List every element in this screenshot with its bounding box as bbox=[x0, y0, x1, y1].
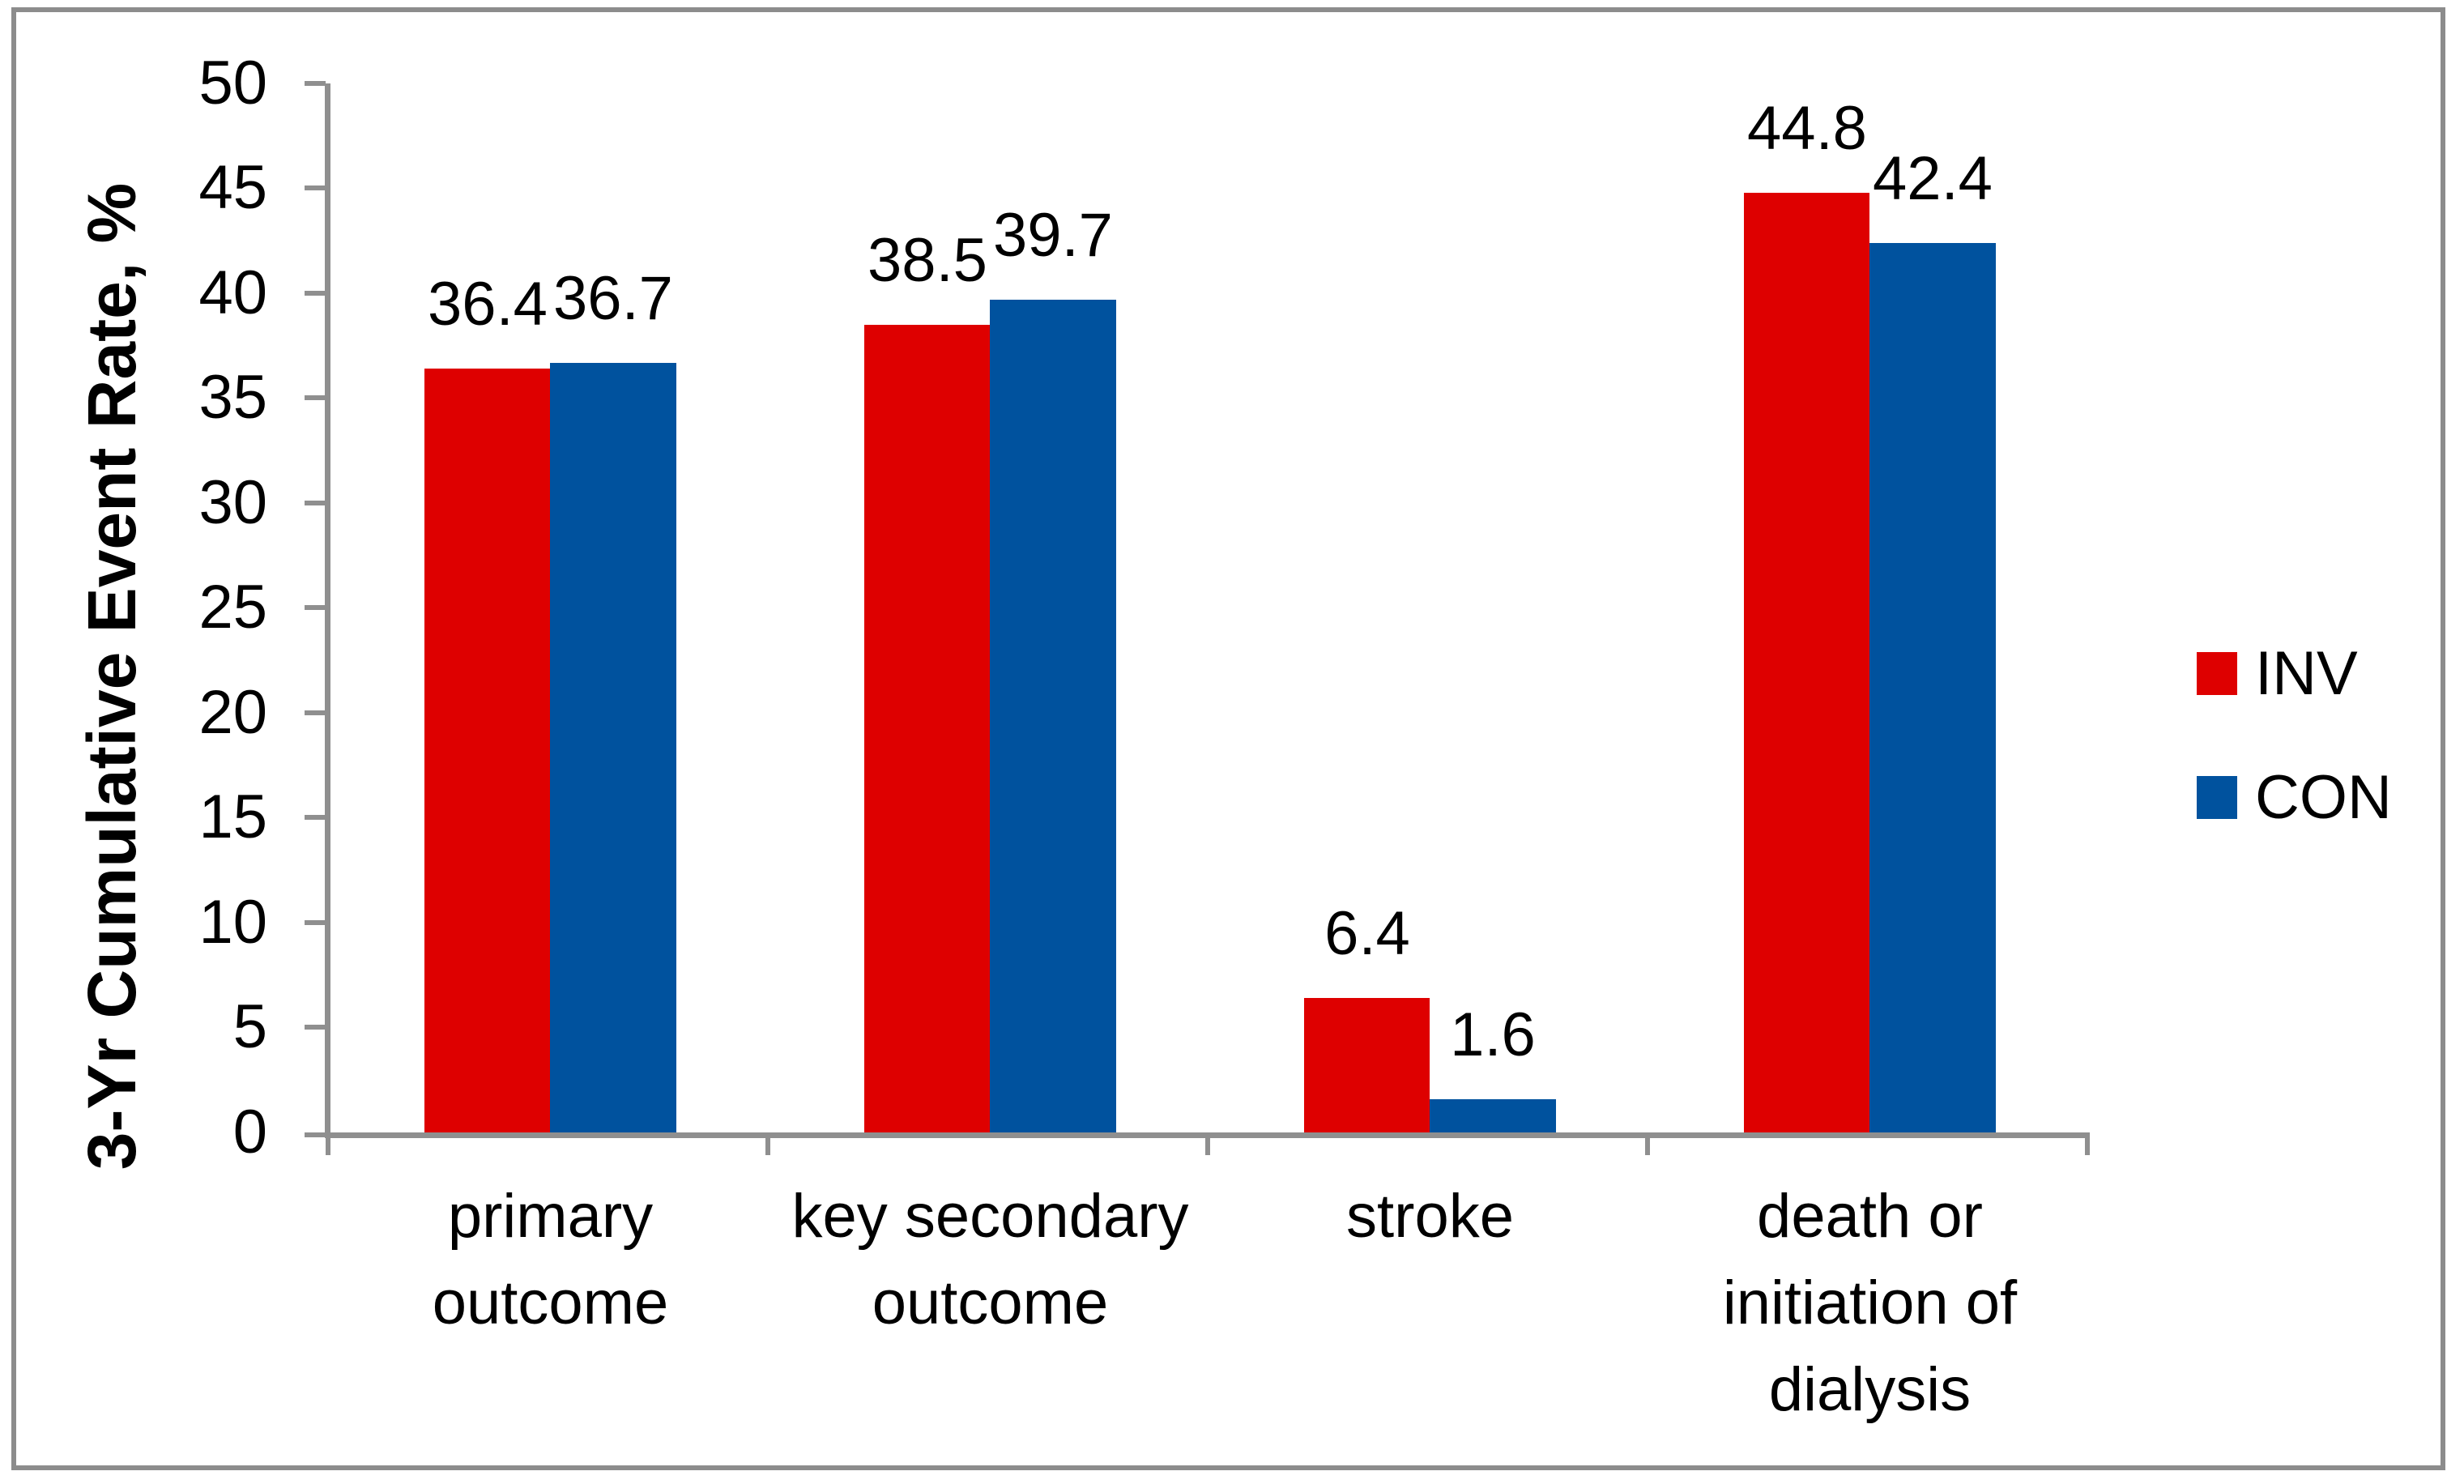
y-tick-mark bbox=[305, 81, 326, 86]
bar-con-key-secondary-outcome bbox=[990, 300, 1116, 1132]
y-tick-mark bbox=[305, 501, 326, 505]
legend-label-con: CON bbox=[2255, 762, 2392, 832]
legend-swatch-inv bbox=[2197, 652, 2237, 695]
y-tick-label: 15 bbox=[198, 783, 267, 851]
bar-inv-key-secondary-outcome bbox=[864, 325, 990, 1132]
x-category-label-line: key secondary bbox=[791, 1182, 1189, 1251]
bar-con-death-or-dialysis bbox=[1869, 243, 1996, 1132]
bar-value-label: 1.6 bbox=[1450, 1000, 1536, 1069]
chart-border bbox=[11, 7, 2445, 1470]
x-category-label-line: primary bbox=[447, 1182, 654, 1251]
x-category-label-line: stroke bbox=[1346, 1182, 1514, 1251]
bar-con-primary-outcome bbox=[550, 363, 676, 1132]
bar-value-label: 6.4 bbox=[1324, 899, 1410, 968]
x-category-label-line: outcome bbox=[432, 1269, 669, 1337]
legend: INV CON bbox=[2197, 642, 2392, 900]
x-tick-mark bbox=[326, 1138, 330, 1155]
y-tick-mark bbox=[305, 605, 326, 610]
legend-label-inv: INV bbox=[2255, 638, 2358, 708]
bar-value-label: 36.4 bbox=[428, 270, 548, 339]
legend-item-inv: INV bbox=[2197, 642, 2392, 704]
y-tick-mark bbox=[305, 186, 326, 190]
y-tick-mark bbox=[305, 291, 326, 296]
legend-swatch-con bbox=[2197, 776, 2237, 819]
y-tick-label: 5 bbox=[232, 992, 267, 1061]
bar-value-label: 39.7 bbox=[993, 201, 1113, 270]
x-tick-mark bbox=[1645, 1138, 1650, 1155]
x-category-label-primary-outcome: primary outcome bbox=[330, 1173, 770, 1346]
x-category-label-key-secondary-outcome: key secondary outcome bbox=[770, 1173, 1210, 1346]
bar-con-stroke bbox=[1430, 1099, 1556, 1132]
legend-item-con: CON bbox=[2197, 766, 2392, 828]
plot-area bbox=[325, 83, 2090, 1138]
y-tick-label: 10 bbox=[198, 888, 267, 957]
x-tick-mark bbox=[1205, 1138, 1210, 1155]
x-category-label-line: death or bbox=[1757, 1182, 1983, 1251]
y-tick-mark bbox=[305, 920, 326, 925]
y-tick-label: 20 bbox=[198, 678, 267, 747]
x-category-label-death-or-dialysis: death or initiation of dialysis bbox=[1650, 1173, 2090, 1433]
y-tick-mark bbox=[305, 710, 326, 715]
bar-value-label: 44.8 bbox=[1747, 94, 1867, 163]
y-tick-mark bbox=[305, 1025, 326, 1030]
y-tick-label: 35 bbox=[198, 363, 267, 432]
x-tick-mark bbox=[2085, 1138, 2090, 1155]
bar-inv-primary-outcome bbox=[424, 369, 550, 1132]
x-category-label-line: outcome bbox=[872, 1269, 1109, 1337]
y-tick-label: 25 bbox=[198, 573, 267, 642]
y-tick-label: 50 bbox=[198, 49, 267, 117]
bar-value-label: 36.7 bbox=[553, 264, 673, 333]
y-tick-label: 0 bbox=[232, 1098, 267, 1166]
y-tick-label: 30 bbox=[198, 468, 267, 537]
y-tick-mark bbox=[305, 395, 326, 400]
y-tick-label: 45 bbox=[198, 153, 267, 222]
x-category-label-line: dialysis bbox=[1768, 1355, 1972, 1424]
x-category-label-line: initiation of bbox=[1722, 1269, 2018, 1337]
bar-inv-death-or-dialysis bbox=[1744, 193, 1869, 1132]
y-tick-label: 40 bbox=[198, 258, 267, 327]
x-category-label-stroke: stroke bbox=[1210, 1173, 1650, 1260]
y-tick-mark bbox=[305, 815, 326, 820]
bar-value-label: 42.4 bbox=[1873, 144, 1993, 213]
bar-inv-stroke bbox=[1304, 998, 1430, 1132]
y-tick-mark bbox=[305, 1132, 326, 1137]
x-tick-mark bbox=[765, 1138, 770, 1155]
bar-value-label: 38.5 bbox=[868, 226, 987, 295]
